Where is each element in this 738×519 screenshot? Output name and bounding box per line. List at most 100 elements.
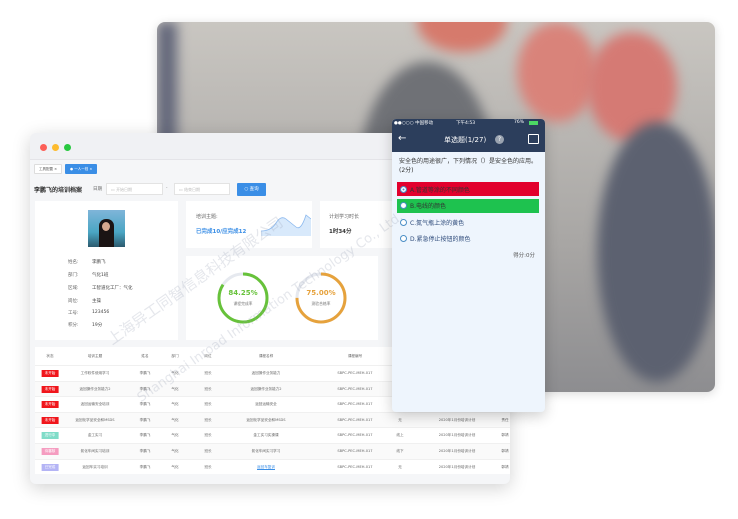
- table-cell: 返回运输安全: [255, 402, 277, 407]
- table-cell[interactable]: 返回车复训: [257, 464, 275, 469]
- column-header[interactable]: 培训主题: [87, 354, 103, 358]
- table-cell: 线上: [396, 433, 404, 438]
- exam-pass-ring: [295, 272, 347, 324]
- column-header[interactable]: 课程名称: [258, 354, 274, 358]
- radio-icon: [400, 218, 407, 226]
- field-label: 姓名:: [68, 260, 79, 265]
- column-header[interactable]: 状态: [46, 354, 54, 358]
- end-date-input[interactable]: ▭ 结束日期: [174, 183, 230, 195]
- table-cell: 郭靖: [501, 464, 509, 469]
- minimize-window-button[interactable]: [52, 144, 59, 151]
- table-row[interactable]: 未开始 返回化学品安全和MSDS 李鹏飞 气化 班长 返回化学品安全和MSDS SBPC-P…: [35, 411, 510, 428]
- field-value: 19分: [92, 323, 103, 328]
- status-badge: 未开始: [41, 370, 59, 377]
- status-badge: 已完成: [41, 463, 59, 471]
- date-separator: -: [166, 185, 168, 190]
- phone-header: [392, 119, 545, 152]
- table-cell: 无: [398, 417, 402, 422]
- table-cell: 班长: [204, 433, 212, 438]
- table-cell: 返回操作业务能力: [251, 371, 281, 375]
- avatar: [88, 210, 125, 247]
- radio-icon: [400, 235, 407, 242]
- field-label: 工号:: [68, 311, 79, 316]
- table-cell: 氮化车间实习培训: [80, 449, 110, 453]
- table-cell: 2020年1月份培训计划: [438, 449, 476, 453]
- table-cell: 班长: [204, 417, 212, 422]
- tab-tools[interactable]: 工具配置 ×: [34, 164, 63, 174]
- help-icon[interactable]: ?: [495, 135, 504, 144]
- table-cell: 返回操作业务能力2: [250, 386, 282, 391]
- column-header[interactable]: 姓名: [141, 354, 149, 358]
- answer-option[interactable]: C.氮气瓶上涂的黄色: [397, 215, 539, 229]
- table-cell: 班长: [204, 371, 212, 375]
- table-cell: 2020年1月份培训计划: [438, 464, 476, 469]
- table-cell: 李鹏飞: [139, 386, 151, 391]
- radio-icon: [400, 202, 407, 209]
- table-cell: 返回操作业务能力2: [79, 386, 111, 391]
- column-header[interactable]: 岗位: [204, 354, 212, 358]
- status-badge: 未开始: [41, 401, 59, 409]
- table-row[interactable]: 进行中 金工实习 李鹏飞 气化 班长 金工实习实操课 SBPC-PEC-MEH-017 线上 2…: [35, 427, 510, 443]
- radio-icon: [400, 185, 407, 193]
- table-cell: SBPC-PEC-MEH-017: [337, 417, 373, 422]
- table-cell: 班长: [204, 386, 212, 391]
- field-value: 李鹏飞: [92, 260, 106, 265]
- column-header[interactable]: 部门: [171, 354, 179, 358]
- table-row[interactable]: 未开始 返回操作业务能力2 李鹏飞 气化 班长 返回操作业务能力2 SBPC-PEC-MEH…: [35, 380, 510, 397]
- table-cell: 线下: [396, 449, 404, 453]
- battery-icon: [529, 121, 538, 125]
- table-cell: 返回化学品安全和MSDS: [75, 417, 115, 422]
- start-date-input[interactable]: ▭ 开始日期: [106, 183, 163, 195]
- answer-sheet-icon[interactable]: [528, 134, 539, 144]
- close-window-button[interactable]: [40, 144, 47, 151]
- table-cell: 返回化学品安全和MSDS: [246, 417, 286, 422]
- table-cell: 无: [398, 464, 402, 469]
- table-cell: 李鹏飞: [139, 371, 151, 375]
- table-cell: 气化: [171, 433, 179, 438]
- table-cell: SBPC-PEC-MEH-017: [337, 464, 373, 469]
- search-button[interactable]: ○ 查询: [237, 183, 266, 196]
- status-badge: 进行中: [41, 432, 59, 440]
- table-cell: 郭靖: [501, 449, 509, 453]
- back-arrow-icon[interactable]: ←: [398, 133, 407, 144]
- table-cell: 李鹏飞: [139, 464, 151, 469]
- table-cell: 2020年1月份培训计划: [438, 417, 476, 422]
- table-cell: 氮化车间实习学习: [251, 449, 281, 453]
- answer-option[interactable]: A.管道等涂的不同颜色: [397, 182, 539, 196]
- table-row[interactable]: 待審核 氮化车间实习培训 李鹏飞 气化 班长 氮化车间实习学习 SBPC-PEC-MEH-0…: [35, 443, 510, 459]
- table-cell: 班长: [204, 449, 212, 453]
- table-cell: SBPC-PEC-MEH-017: [337, 433, 373, 438]
- tab-profile[interactable]: ● 一人一档 ×: [65, 164, 98, 174]
- sparkline-decoration: [261, 214, 311, 236]
- field-value: 123456: [92, 310, 110, 315]
- table-cell: 返回车实习培训: [82, 464, 108, 469]
- tab-bar: 工具配置 × ● 一人一档 ×: [34, 164, 98, 174]
- answer-option[interactable]: B.电线的颜色: [397, 198, 539, 213]
- table-row[interactable]: 未开始 返回运输安全培训 李鹏飞 气化 班长 返回运输安全 SBPC-PEC-MEH-017: [35, 396, 510, 412]
- field-value: 工智道化工厂：气化: [92, 286, 133, 291]
- maximize-window-button[interactable]: [64, 144, 71, 151]
- table-cell: 班长: [204, 464, 212, 469]
- column-header[interactable]: 课程编号: [347, 354, 363, 358]
- table-cell: 工作软件使用学习: [80, 371, 110, 375]
- table-cell: SBPC-PEC-MEH-017: [337, 386, 373, 391]
- status-badge: 未开始: [41, 385, 59, 393]
- field-value: 主操: [92, 299, 101, 304]
- table-cell: 郭靖: [501, 433, 509, 438]
- table-cell: 李鹏飞: [139, 402, 151, 407]
- table-cell: 2020年1月份培训计划: [438, 433, 476, 438]
- table-cell: 气化: [171, 464, 179, 469]
- answer-option[interactable]: D.紧急停止按钮的颜色: [397, 232, 539, 246]
- profile-card: 姓名: 李鹏飞 部门: 气化1班 区域: 工智道化工厂：气化 岗位: 主操 工号: 123456 积…: [35, 201, 178, 340]
- field-value: 气化1班: [92, 273, 109, 278]
- phone-screen: ●●○○○ 中国移动 下午4:53 76% ← 单选题(1/27) ? 安全色的…: [392, 119, 545, 412]
- table-cell: 班长: [204, 402, 212, 407]
- table-cell: 李鹏飞: [139, 449, 151, 453]
- training-topic-card: 培训主题: 已完成10/应完成12: [186, 201, 312, 248]
- table-cell: 气化: [171, 402, 179, 407]
- table-row[interactable]: 已完成 返回车实习培训 李鹏飞 气化 班长 返回车复训 SBPC-PEC-MEH-017 无 2…: [35, 458, 510, 475]
- table-row[interactable]: 未开始 工作软件使用学习 李鹏飞 气化 班长 返回操作业务能力 SBPC-PEC-MEH-0…: [35, 365, 510, 381]
- training-table: 状态培训主题姓名部门岗位课程名称课程编号形式培训计划讲师 未开始工作软件使用学习…: [35, 347, 510, 475]
- table-cell: 李鹏飞: [139, 417, 151, 422]
- course-completion-ring: [217, 272, 269, 324]
